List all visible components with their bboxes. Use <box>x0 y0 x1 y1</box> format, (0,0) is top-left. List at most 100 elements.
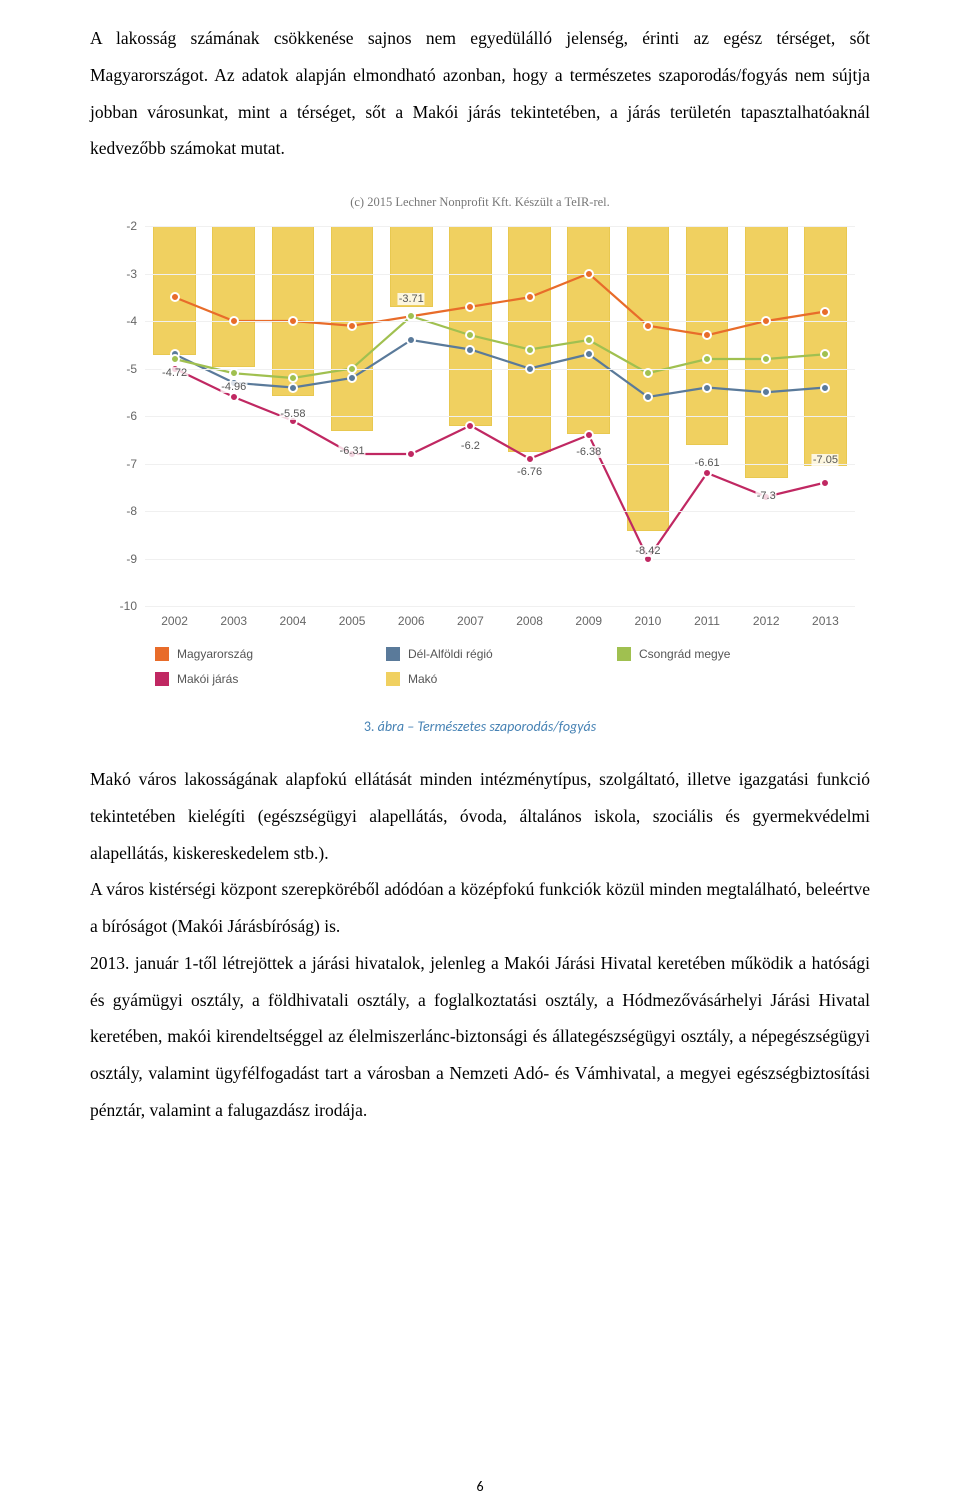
series-point <box>288 316 298 326</box>
x-tick-label: 2004 <box>280 614 307 628</box>
y-tick-label: -3 <box>95 267 137 281</box>
series-point <box>465 345 475 355</box>
legend-swatch <box>386 672 400 686</box>
bar <box>745 226 788 478</box>
bar <box>212 226 255 367</box>
y-tick-label: -4 <box>95 314 137 328</box>
series-point <box>465 421 475 431</box>
series-point <box>229 392 239 402</box>
chart-plot-area: -4.72 -4.96 -5.58 -6.31 -3.71 -6.2 -6.76 -6.38 -… <box>145 226 855 606</box>
x-tick-label: 2002 <box>161 614 188 628</box>
series-point <box>820 383 830 393</box>
legend-item: Makó <box>386 667 617 691</box>
bar <box>804 226 847 466</box>
series-point <box>702 354 712 364</box>
body-paragraph-3: A város kistérségi központ szerepköréből… <box>90 871 870 945</box>
chart-gridline <box>145 559 855 560</box>
series-point <box>170 354 180 364</box>
chart-gridline <box>145 369 855 370</box>
value-label: -7.05 <box>812 454 839 466</box>
series-point <box>584 335 594 345</box>
bar <box>567 226 610 434</box>
chart-gridline <box>145 274 855 275</box>
value-label: -6.61 <box>694 457 721 469</box>
x-tick-label: 2005 <box>339 614 366 628</box>
x-tick-label: 2003 <box>220 614 247 628</box>
legend-item: Csongrád megye <box>617 642 848 666</box>
value-label: -4.96 <box>220 381 247 393</box>
series-point <box>761 316 771 326</box>
legend-label: Magyarország <box>177 647 253 661</box>
series-point <box>406 311 416 321</box>
chart-y-axis: -2-3-4-5-6-7-8-9-10 <box>95 226 145 606</box>
x-tick-label: 2008 <box>516 614 543 628</box>
x-tick-label: 2010 <box>635 614 662 628</box>
legend-item: Dél-Alföldi régió <box>386 642 617 666</box>
series-point <box>525 292 535 302</box>
bar <box>627 226 670 531</box>
chart-container: -2-3-4-5-6-7-8-9-10 -4.72-4.96-5.58-6.31… <box>95 216 865 696</box>
series-point <box>288 373 298 383</box>
legend-swatch <box>617 647 631 661</box>
chart-x-axis: 2002 2003 2004 2005 2006 2007 2008 2009 2010 2011… <box>145 614 855 634</box>
series-point <box>584 430 594 440</box>
series-point <box>525 364 535 374</box>
series-point <box>643 368 653 378</box>
legend-item: Magyarország <box>155 642 386 666</box>
series-point <box>229 368 239 378</box>
series-point <box>702 330 712 340</box>
series-point <box>406 449 416 459</box>
series-point <box>347 321 357 331</box>
x-tick-label: 2009 <box>575 614 602 628</box>
value-label: -3.71 <box>398 293 425 305</box>
chart-gridline <box>145 416 855 417</box>
x-tick-label: 2012 <box>753 614 780 628</box>
series-point <box>702 383 712 393</box>
intro-paragraph-1: A lakosság számának csökkenése sajnos ne… <box>90 20 870 167</box>
legend-label: Makói járás <box>177 672 238 686</box>
series-point <box>347 364 357 374</box>
chart-gridline <box>145 321 855 322</box>
legend-swatch <box>155 672 169 686</box>
chart-gridline <box>145 511 855 512</box>
value-label: -6.31 <box>339 445 366 457</box>
chart-gridline <box>145 226 855 227</box>
bar <box>508 226 551 452</box>
series-point <box>525 345 535 355</box>
y-tick-label: -2 <box>95 219 137 233</box>
x-tick-label: 2011 <box>694 614 720 628</box>
y-tick-label: -9 <box>95 552 137 566</box>
y-tick-label: -6 <box>95 409 137 423</box>
series-point <box>288 383 298 393</box>
legend-label: Makó <box>408 672 437 686</box>
chart-copyright: (c) 2015 Lechner Nonprofit Kft. Készült … <box>90 195 870 210</box>
series-point <box>820 307 830 317</box>
x-tick-label: 2007 <box>457 614 484 628</box>
legend-item: Makói járás <box>155 667 386 691</box>
value-label: -6.38 <box>575 446 602 458</box>
value-label: -7.3 <box>756 490 777 502</box>
series-point <box>525 454 535 464</box>
value-label: -5.58 <box>279 408 306 420</box>
legend-swatch <box>155 647 169 661</box>
y-tick-label: -5 <box>95 362 137 376</box>
figure-caption-text: ábra – Természetes szaporodás/fogyás <box>378 718 597 735</box>
y-tick-label: -10 <box>95 599 137 613</box>
chart-gridline <box>145 606 855 607</box>
series-point <box>702 468 712 478</box>
value-label: -6.2 <box>460 440 481 452</box>
x-tick-label: 2006 <box>398 614 425 628</box>
figure-caption: 3. ábra – Természetes szaporodás/fogyás <box>90 718 870 735</box>
bar <box>449 226 492 426</box>
series-point <box>584 349 594 359</box>
series-point <box>761 387 771 397</box>
series-point <box>465 330 475 340</box>
series-point <box>347 373 357 383</box>
page-number: 6 <box>0 1478 960 1495</box>
series-point <box>643 392 653 402</box>
series-point <box>170 292 180 302</box>
series-point <box>820 478 830 488</box>
series-point <box>229 316 239 326</box>
value-label: -6.76 <box>516 466 543 478</box>
value-label: -4.72 <box>161 367 188 379</box>
